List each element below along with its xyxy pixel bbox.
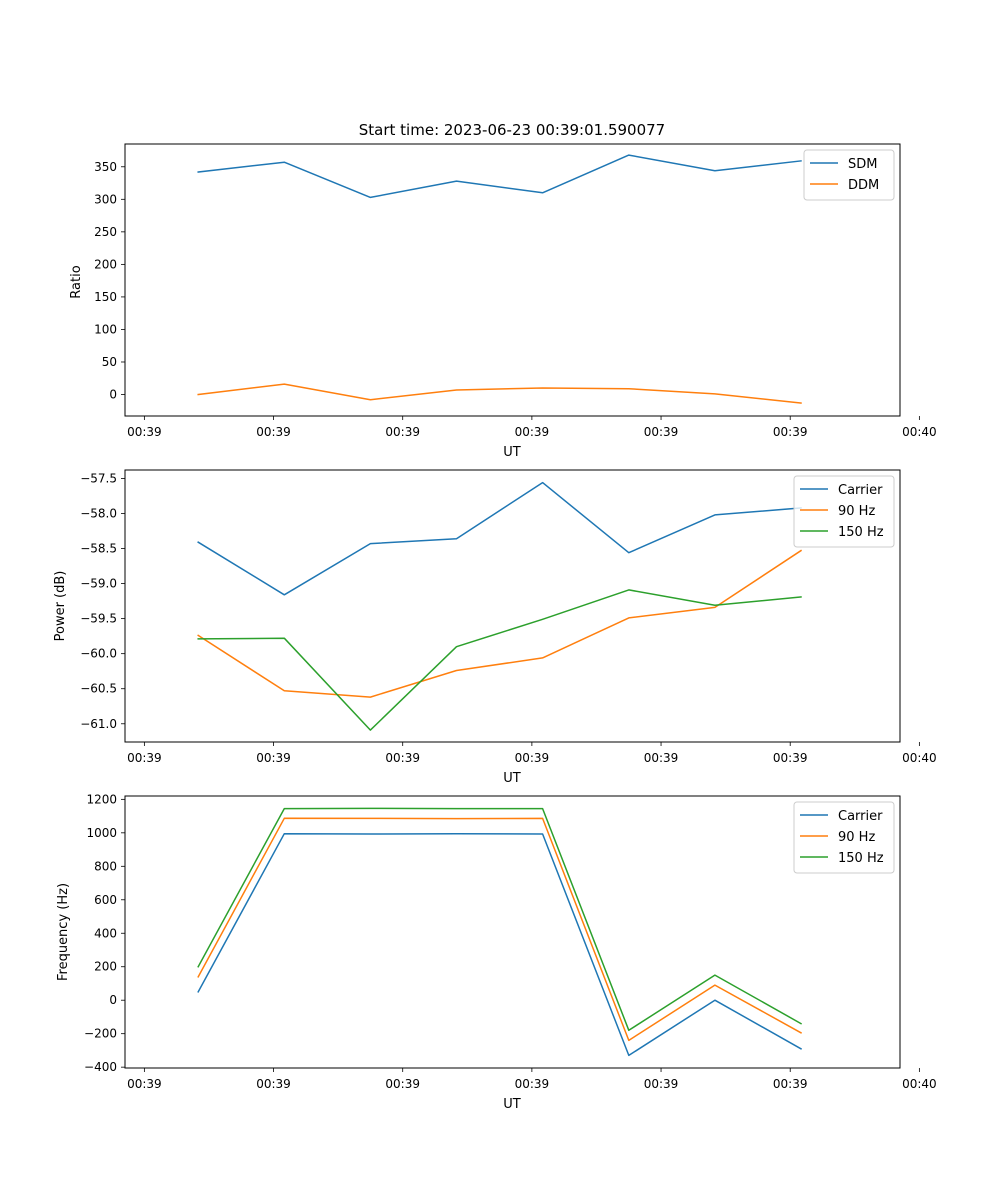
power-x-tick-label: 00:40 xyxy=(902,751,937,765)
power-y-tick-label: −61.0 xyxy=(80,717,117,731)
ratio-plot-frame xyxy=(124,143,901,417)
frequency-x-tick-label: 00:39 xyxy=(644,1077,679,1091)
frequency-series-line-150-hz xyxy=(197,807,803,1032)
ratio-x-axis-label: UT xyxy=(503,445,521,460)
frequency-y-tick-label: −400 xyxy=(84,1060,117,1074)
power-y-tick-label: −60.5 xyxy=(80,682,117,696)
frequency-x-tick-label: 00:39 xyxy=(385,1077,420,1091)
frequency-x-tick-label: 00:39 xyxy=(773,1077,808,1091)
ratio-y-ticks: 0 50 100 150 200 250 300 350 xyxy=(94,160,125,402)
ratio-y-tick-label: 0 xyxy=(109,388,117,402)
frequency-panel: 00:39 00:39 00:39 00:39 00:39 00:39 00:40 −400… xyxy=(56,792,937,1112)
frequency-x-axis-label: UT xyxy=(503,1097,521,1112)
frequency-x-ticks: 00:39 00:39 00:39 00:39 00:39 00:39 00:40 xyxy=(127,1068,937,1091)
ratio-x-tick-label: 00:39 xyxy=(385,425,420,439)
power-y-tick-label: −59.5 xyxy=(80,612,117,626)
power-panel: 00:39 00:39 00:39 00:39 00:39 00:39 00:40 −61.… xyxy=(53,469,937,786)
ratio-series-lines xyxy=(197,154,802,404)
ratio-series-line-ddm xyxy=(197,383,802,404)
power-legend-frame xyxy=(793,475,895,548)
ratio-y-tick-label: 100 xyxy=(94,322,117,336)
ratio-y-tick-label: 200 xyxy=(94,257,117,271)
frequency-y-axis-label: Frequency (Hz) xyxy=(56,883,71,981)
power-x-tick-label: 00:39 xyxy=(515,751,550,765)
power-x-tick-label: 00:39 xyxy=(256,751,291,765)
frequency-y-tick-label: 200 xyxy=(94,960,117,974)
ratio-legend-label: DDM xyxy=(848,178,879,193)
ratio-x-tick-label: 00:39 xyxy=(127,425,162,439)
frequency-legend-label: 90 Hz xyxy=(838,830,875,845)
ratio-series-line-sdm xyxy=(197,154,802,199)
ratio-legend-label: SDM xyxy=(848,157,877,172)
frequency-series-lines xyxy=(197,807,803,1057)
frequency-legend: Carrier 90 Hz 150 Hz xyxy=(793,801,895,874)
frequency-legend-frame xyxy=(793,801,895,874)
power-y-tick-label: −58.5 xyxy=(80,542,117,556)
frequency-y-tick-label: 400 xyxy=(94,926,117,940)
power-legend-label: 90 Hz xyxy=(838,504,875,519)
power-y-tick-label: −60.0 xyxy=(80,647,117,661)
power-y-tick-label: −58.0 xyxy=(80,506,117,520)
ratio-panel: 00:39 00:39 00:39 00:39 00:39 00:39 00:40 0 50 1… xyxy=(69,143,937,460)
frequency-y-tick-label: 1200 xyxy=(86,792,117,806)
ratio-y-tick-label: 150 xyxy=(94,290,117,304)
frequency-x-tick-label: 00:39 xyxy=(127,1077,162,1091)
frequency-y-ticks: −400 −200 0 200 400 600 800 1000 1200 xyxy=(84,792,125,1074)
power-legend-label: Carrier xyxy=(838,483,883,498)
frequency-legend-label: 150 Hz xyxy=(838,851,884,866)
ratio-x-tick-label: 00:39 xyxy=(644,425,679,439)
frequency-series-line-carrier xyxy=(197,832,803,1057)
frequency-x-tick-label: 00:40 xyxy=(902,1077,937,1091)
power-x-axis-label: UT xyxy=(503,771,521,786)
frequency-x-tick-label: 00:39 xyxy=(515,1077,550,1091)
ratio-y-tick-label: 300 xyxy=(94,192,117,206)
frequency-y-tick-label: 800 xyxy=(94,859,117,873)
frequency-series-line-90-hz xyxy=(197,817,803,1042)
power-legend-label: 150 Hz xyxy=(838,525,884,540)
power-x-tick-label: 00:39 xyxy=(644,751,679,765)
power-series-line-150-hz xyxy=(197,589,802,731)
frequency-y-tick-label: 0 xyxy=(109,993,117,1007)
power-series-line-carrier xyxy=(197,481,802,596)
ratio-y-tick-label: 250 xyxy=(94,225,117,239)
power-x-tick-label: 00:39 xyxy=(127,751,162,765)
ratio-y-tick-label: 50 xyxy=(102,355,117,369)
chart-title: Start time: 2023-06-23 00:39:01.590077 xyxy=(359,121,665,139)
ratio-y-tick-label: 350 xyxy=(94,160,117,174)
frequency-x-tick-label: 00:39 xyxy=(256,1077,291,1091)
power-series-line-90-hz xyxy=(197,549,803,698)
ratio-x-tick-label: 00:39 xyxy=(256,425,291,439)
power-y-ticks: −61.0 −60.5 −60.0 −59.5 −59.0 −58.5 −58.0 −57.5 xyxy=(80,471,125,731)
frequency-y-tick-label: 600 xyxy=(94,893,117,907)
power-y-axis-label: Power (dB) xyxy=(53,571,68,642)
power-x-ticks: 00:39 00:39 00:39 00:39 00:39 00:39 00:40 xyxy=(127,742,937,765)
power-x-tick-label: 00:39 xyxy=(773,751,808,765)
power-series-lines xyxy=(197,481,803,731)
frequency-legend-label: Carrier xyxy=(838,809,883,824)
frequency-y-tick-label: −200 xyxy=(84,1027,117,1041)
ratio-y-axis-label: Ratio xyxy=(69,265,84,298)
power-legend: Carrier 90 Hz 150 Hz xyxy=(793,475,895,548)
ratio-legend: SDM DDM xyxy=(803,149,895,201)
ratio-x-ticks: 00:39 00:39 00:39 00:39 00:39 00:39 00:40 xyxy=(127,416,937,439)
power-y-tick-label: −59.0 xyxy=(80,577,117,591)
frequency-y-tick-label: 1000 xyxy=(86,826,117,840)
frequency-plot-frame xyxy=(124,795,901,1069)
power-plot-frame xyxy=(124,469,901,743)
ratio-x-tick-label: 00:40 xyxy=(902,425,937,439)
power-y-tick-label: −57.5 xyxy=(80,471,117,485)
power-x-tick-label: 00:39 xyxy=(385,751,420,765)
ratio-x-tick-label: 00:39 xyxy=(773,425,808,439)
ratio-x-tick-label: 00:39 xyxy=(515,425,550,439)
